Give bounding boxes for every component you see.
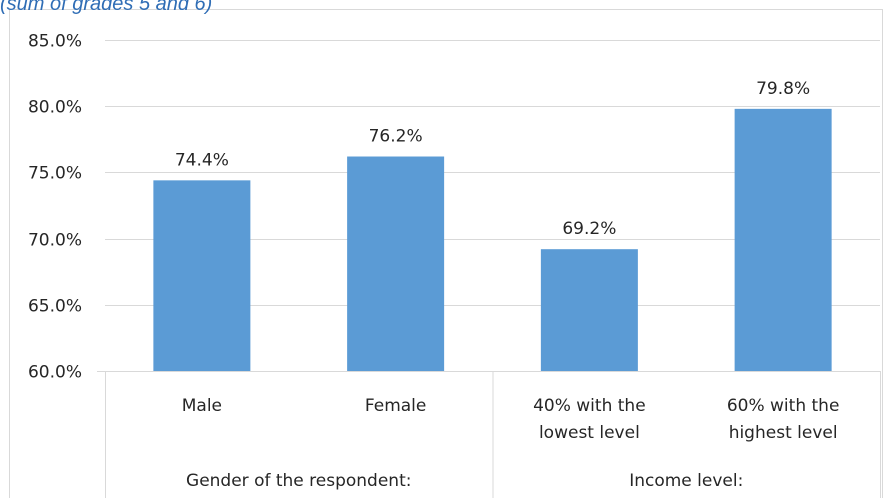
bar	[540, 249, 638, 371]
bar	[734, 108, 832, 372]
category-label: highest level	[729, 423, 838, 443]
group-label: Income level:	[629, 471, 743, 491]
y-tick-label: 85.0%	[28, 32, 82, 52]
data-label: 79.8%	[756, 79, 810, 99]
category-label: lowest level	[539, 423, 640, 443]
group-label: Gender of the respondent:	[186, 471, 411, 491]
data-label: 76.2%	[369, 127, 423, 147]
category-label: Female	[365, 396, 426, 416]
chart-title-fragment: (sum of grades 5 and 6)	[0, 0, 213, 15]
data-label: 69.2%	[562, 219, 616, 239]
chart-frame	[9, 9, 883, 503]
bar	[347, 156, 445, 371]
category-label: Male	[182, 396, 222, 416]
y-tick-label: 80.0%	[28, 98, 82, 118]
bar	[153, 180, 251, 371]
category-label: 40% with the	[533, 396, 646, 416]
category-label: 60% with the	[727, 396, 840, 416]
y-tick-label: 60.0%	[28, 363, 82, 383]
y-tick-label: 75.0%	[28, 164, 82, 184]
y-tick-label: 65.0%	[28, 297, 82, 317]
data-label: 74.4%	[175, 150, 229, 170]
y-tick-label: 70.0%	[28, 231, 82, 251]
